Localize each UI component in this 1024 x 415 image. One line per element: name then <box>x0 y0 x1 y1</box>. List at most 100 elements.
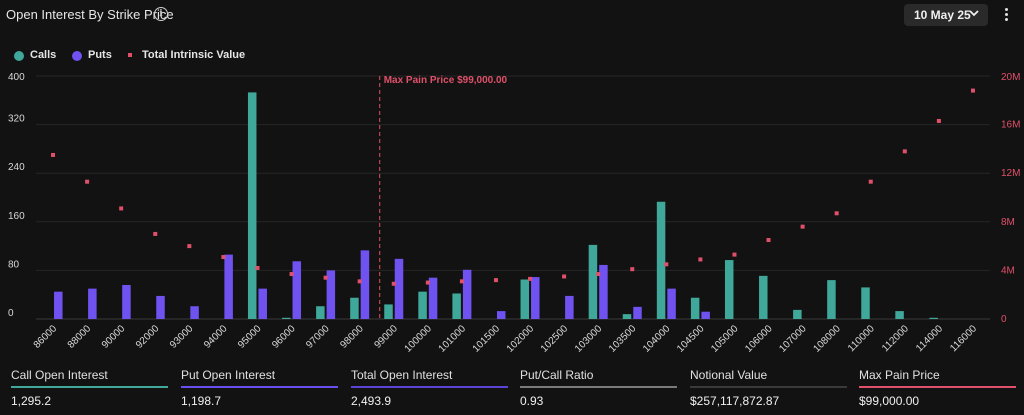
stat-label: Total Open Interest <box>351 368 453 382</box>
x-tick-label: 88000 <box>66 323 94 351</box>
intrinsic-value-point <box>187 244 192 249</box>
y-right-tick-label: 16M <box>1001 120 1020 131</box>
stat-underline <box>520 386 677 388</box>
call-bar <box>316 306 325 319</box>
y-left-tick-label: 0 <box>8 308 14 319</box>
summary-stats: Call Open Interest 1,295.2 Put Open Inte… <box>0 360 1024 415</box>
x-tick-label: 114000 <box>914 323 945 354</box>
more-options-icon[interactable] <box>1000 6 1012 24</box>
x-tick-label: 102000 <box>505 323 537 355</box>
stat-underline <box>181 386 338 388</box>
intrinsic-value-point <box>732 252 737 257</box>
x-tick-label: 116000 <box>948 323 979 354</box>
stat-call-open-interest: Call Open Interest 1,295.2 <box>11 360 168 415</box>
stat-underline <box>351 386 508 388</box>
intrinsic-value-point <box>391 281 396 286</box>
put-bar <box>54 291 63 319</box>
x-tick-label: 86000 <box>32 323 60 351</box>
chevron-down-icon <box>969 10 979 17</box>
x-tick-label: 102500 <box>539 323 571 355</box>
y-right-tick-label: 4M <box>1001 265 1015 276</box>
y-left-tick-label: 240 <box>8 162 25 173</box>
call-bar <box>282 317 291 319</box>
date-select-label: 10 May 25 <box>914 8 971 22</box>
x-tick-label: 103000 <box>573 323 605 355</box>
put-bar <box>292 261 302 319</box>
call-bar <box>827 280 836 319</box>
intrinsic-value-point <box>459 279 464 284</box>
stat-value: 1,198.7 <box>181 394 222 408</box>
legend-intrinsic-swatch <box>128 53 132 57</box>
y-right-tick-label: 8M <box>1001 217 1015 228</box>
intrinsic-value-point <box>834 211 839 216</box>
x-tick-label: 112000 <box>880 323 911 354</box>
x-tick-label: 110000 <box>846 323 877 354</box>
put-bar <box>394 258 404 319</box>
intrinsic-value-point <box>153 231 158 236</box>
x-tick-label: 104000 <box>641 323 673 355</box>
stat-label: Notional Value <box>690 368 768 382</box>
stat-value: $99,000.00 <box>859 394 920 408</box>
x-tick-label: 93000 <box>168 323 196 351</box>
put-bar <box>428 277 438 319</box>
x-tick-label: 107000 <box>777 323 809 355</box>
intrinsic-value-point <box>221 255 226 260</box>
y-left-tick-label: 80 <box>8 259 20 270</box>
x-tick-label: 92000 <box>134 323 162 351</box>
x-tick-label: 108000 <box>811 323 843 355</box>
intrinsic-value-point <box>289 272 294 277</box>
put-bar <box>599 264 608 319</box>
intrinsic-value-point <box>766 238 771 243</box>
put-bar <box>531 277 540 319</box>
x-tick-label: 94000 <box>202 323 230 351</box>
max-pain-label: Max Pain Price $99,000.00 <box>384 75 508 86</box>
intrinsic-value-point <box>493 278 498 283</box>
call-bar <box>588 244 598 319</box>
call-bar <box>452 293 461 319</box>
x-tick-label: 100000 <box>403 323 435 355</box>
put-bar <box>326 270 336 319</box>
legend-puts-swatch <box>72 51 82 61</box>
x-tick-label: 104500 <box>675 323 707 355</box>
info-icon[interactable]: i <box>154 7 168 21</box>
intrinsic-value-point <box>664 262 669 267</box>
put-bar <box>565 295 574 319</box>
legend-puts-label: Puts <box>88 49 112 61</box>
call-bar <box>656 201 666 319</box>
call-bar <box>759 275 768 319</box>
page-title: Open Interest By Strike Price <box>6 7 174 22</box>
put-bar <box>496 311 506 319</box>
intrinsic-value-point <box>51 152 56 157</box>
put-bar <box>701 311 710 319</box>
intrinsic-value-point <box>698 257 703 262</box>
y-left-tick-label: 320 <box>8 114 25 125</box>
date-select[interactable]: 10 May 25 <box>904 4 988 26</box>
stat-put-call-ratio: Put/Call Ratio 0.93 <box>520 360 677 415</box>
call-bar <box>895 311 904 319</box>
intrinsic-value-point <box>425 280 430 285</box>
intrinsic-value-point <box>562 274 567 279</box>
stat-value: $257,117,872.87 <box>690 394 780 408</box>
put-bar <box>360 250 370 319</box>
intrinsic-value-point <box>868 179 873 184</box>
intrinsic-value-point <box>936 118 941 123</box>
x-tick-label: 101500 <box>471 323 503 355</box>
x-tick-label: 97000 <box>304 323 332 351</box>
stat-underline <box>690 386 847 388</box>
stat-label: Max Pain Price <box>859 368 940 382</box>
x-tick-label: 106000 <box>743 323 775 355</box>
call-bar <box>793 309 802 319</box>
x-tick-label: 98000 <box>338 323 366 351</box>
stat-put-open-interest: Put Open Interest 1,198.7 <box>181 360 338 415</box>
x-tick-label: 95000 <box>236 323 264 351</box>
x-tick-label: 90000 <box>100 323 128 351</box>
chart-header: Open Interest By Strike Price i 10 May 2… <box>0 0 1024 30</box>
x-tick-label: 101000 <box>437 323 469 355</box>
stat-value: 0.93 <box>520 394 544 408</box>
legend-calls-swatch <box>14 51 24 61</box>
put-bar <box>122 284 131 319</box>
put-bar <box>633 306 642 319</box>
x-tick-label: 99000 <box>372 323 400 351</box>
call-bar <box>861 287 870 319</box>
